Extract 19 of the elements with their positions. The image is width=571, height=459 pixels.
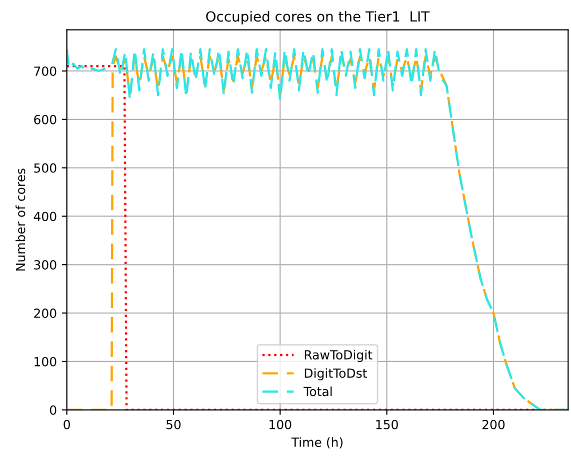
x-tick-label: 150 [376, 420, 398, 430]
x-tick-label: 100 [270, 420, 292, 430]
y-axis-title: Number of cores [16, 168, 26, 271]
y-tick-label: 100 [34, 356, 56, 366]
y-tick-label: 0 [50, 405, 56, 415]
y-tick-label: 500 [34, 163, 56, 173]
legend-label: Total [304, 386, 332, 396]
x-tick-label: 0 [64, 420, 70, 430]
x-tick-label: 200 [482, 420, 505, 430]
chart-title: Occupied cores on the Tier1 LIT [206, 10, 430, 24]
y-tick-label: 200 [34, 308, 56, 318]
legend-label: DigitToDst [304, 368, 367, 380]
x-tick-label: 50 [166, 420, 181, 430]
y-tick-label: 400 [34, 212, 56, 222]
y-tick-label: 600 [34, 114, 56, 124]
x-axis-title: Time (h) [291, 437, 343, 448]
legend-label: RawToDigit [304, 350, 372, 362]
y-tick-label: 300 [34, 260, 56, 270]
y-tick-label: 700 [34, 66, 56, 76]
